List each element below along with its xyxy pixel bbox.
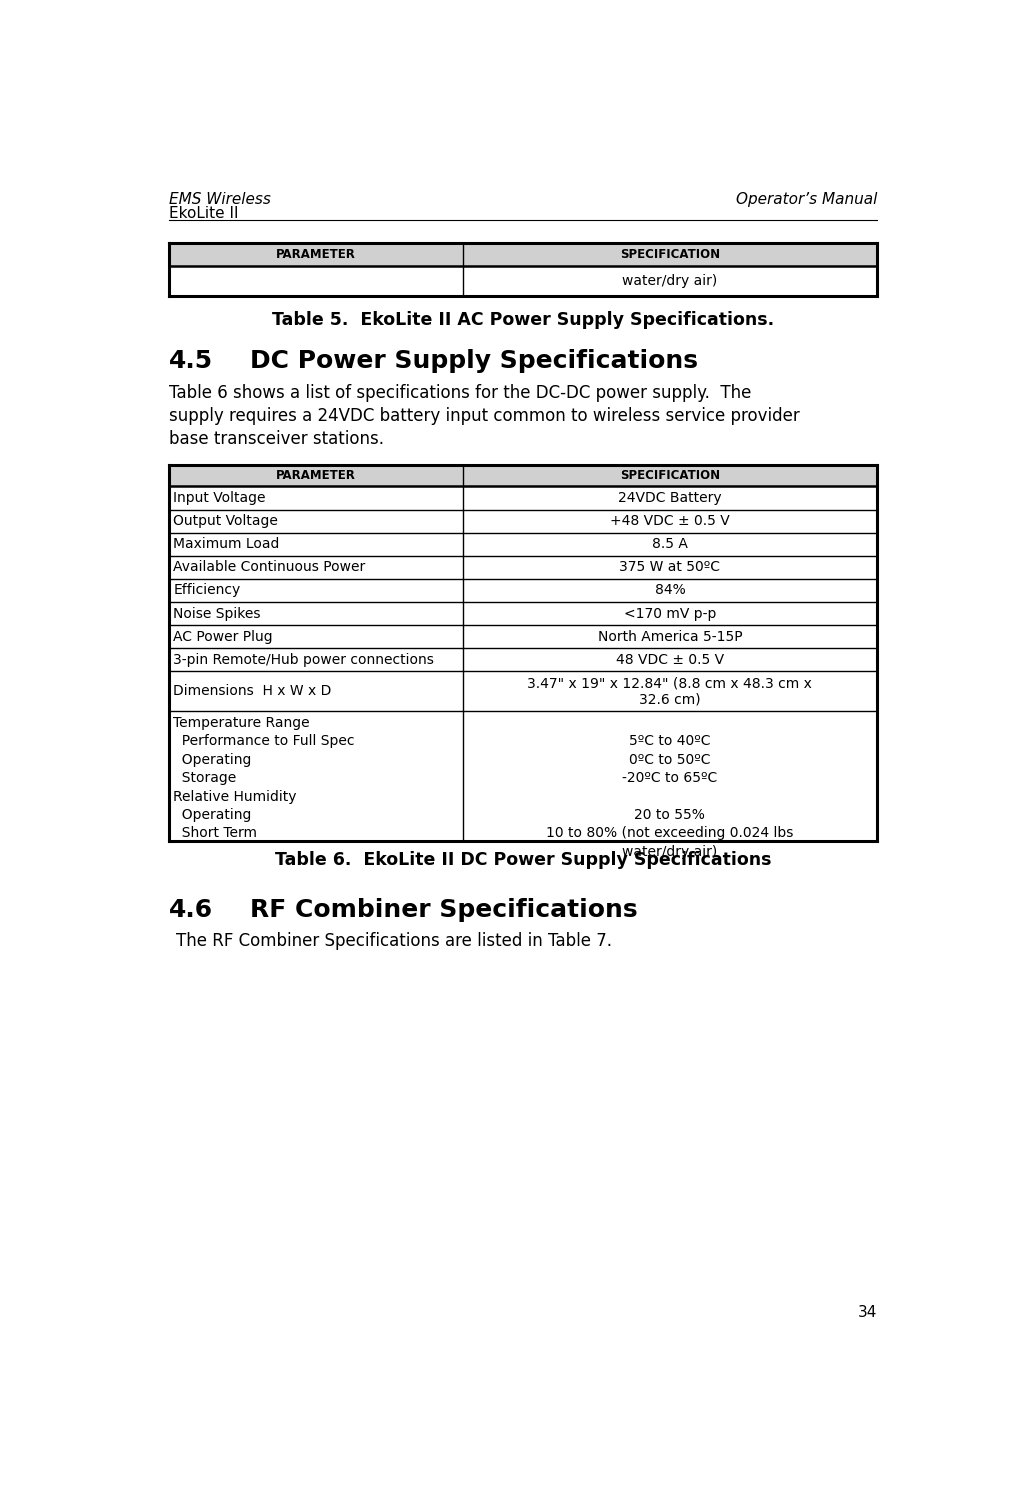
Bar: [169, 532, 877, 556]
Text: 84%: 84%: [655, 584, 685, 597]
Bar: [169, 243, 877, 266]
Bar: [169, 602, 877, 625]
Text: base transceiver stations.: base transceiver stations.: [169, 430, 383, 448]
Text: Maximum Load: Maximum Load: [174, 537, 279, 550]
Text: Input Voltage: Input Voltage: [174, 490, 266, 506]
Text: Table 6 shows a list of specifications for the DC-DC power supply.  The: Table 6 shows a list of specifications f…: [169, 384, 751, 402]
Text: supply requires a 24VDC battery input common to wireless service provider: supply requires a 24VDC battery input co…: [169, 406, 799, 424]
Text: 8.5 A: 8.5 A: [652, 537, 688, 550]
Text: DC Power Supply Specifications: DC Power Supply Specifications: [250, 350, 698, 374]
Text: Table 5.  EkoLite II AC Power Supply Specifications.: Table 5. EkoLite II AC Power Supply Spec…: [271, 310, 774, 328]
Bar: [169, 672, 877, 711]
Text: 4.5: 4.5: [169, 350, 213, 374]
Text: AC Power Plug: AC Power Plug: [174, 630, 273, 644]
Text: +48 VDC ± 0.5 V: +48 VDC ± 0.5 V: [610, 514, 730, 528]
Text: Available Continuous Power: Available Continuous Power: [174, 561, 365, 574]
Text: 34: 34: [858, 1305, 877, 1320]
Text: Efficiency: Efficiency: [174, 584, 241, 597]
Text: North America 5-15P: North America 5-15P: [597, 630, 743, 644]
Text: RF Combiner Specifications: RF Combiner Specifications: [250, 897, 638, 921]
Bar: [169, 626, 877, 648]
Bar: [169, 510, 877, 532]
Text: EkoLite II: EkoLite II: [169, 206, 238, 220]
Text: 48 VDC ± 0.5 V: 48 VDC ± 0.5 V: [615, 652, 724, 666]
Text: PARAMETER: PARAMETER: [275, 248, 355, 261]
Text: <170 mV p-p: <170 mV p-p: [624, 606, 716, 621]
Text: Output Voltage: Output Voltage: [174, 514, 278, 528]
Text: 375 W at 50ºC: 375 W at 50ºC: [620, 561, 720, 574]
Text: 3-pin Remote/Hub power connections: 3-pin Remote/Hub power connections: [174, 652, 434, 666]
Text: PARAMETER: PARAMETER: [275, 470, 355, 482]
Text: Table 6.  EkoLite II DC Power Supply Specifications: Table 6. EkoLite II DC Power Supply Spec…: [274, 852, 771, 870]
Text: Operator’s Manual: Operator’s Manual: [736, 192, 877, 207]
Bar: [169, 465, 877, 486]
Text: SPECIFICATION: SPECIFICATION: [620, 470, 720, 482]
Text: SPECIFICATION: SPECIFICATION: [620, 248, 720, 261]
Text: EMS Wireless: EMS Wireless: [169, 192, 270, 207]
Bar: [169, 556, 877, 579]
Text: The RF Combiner Specifications are listed in Table 7.: The RF Combiner Specifications are liste…: [177, 933, 612, 951]
Text: 3.47" x 19" x 12.84" (8.8 cm x 48.3 cm x
32.6 cm): 3.47" x 19" x 12.84" (8.8 cm x 48.3 cm x…: [528, 676, 812, 706]
Text: Temperature Range
  Performance to Full Spec
  Operating
  Storage
Relative Humi: Temperature Range Performance to Full Sp…: [174, 716, 355, 840]
Text: 5ºC to 40ºC
0ºC to 50ºC
-20ºC to 65ºC

20 to 55%
10 to 80% (not exceeding 0.024 : 5ºC to 40ºC 0ºC to 50ºC -20ºC to 65ºC 20…: [546, 716, 794, 858]
Bar: [169, 486, 877, 510]
Text: Noise Spikes: Noise Spikes: [174, 606, 261, 621]
Bar: [169, 648, 877, 672]
Text: Dimensions  H x W x D: Dimensions H x W x D: [174, 684, 332, 699]
Bar: [169, 579, 877, 602]
Text: water/dry air): water/dry air): [623, 274, 717, 288]
Text: 24VDC Battery: 24VDC Battery: [619, 490, 721, 506]
Text: 4.6: 4.6: [169, 897, 213, 921]
Bar: [169, 711, 877, 840]
